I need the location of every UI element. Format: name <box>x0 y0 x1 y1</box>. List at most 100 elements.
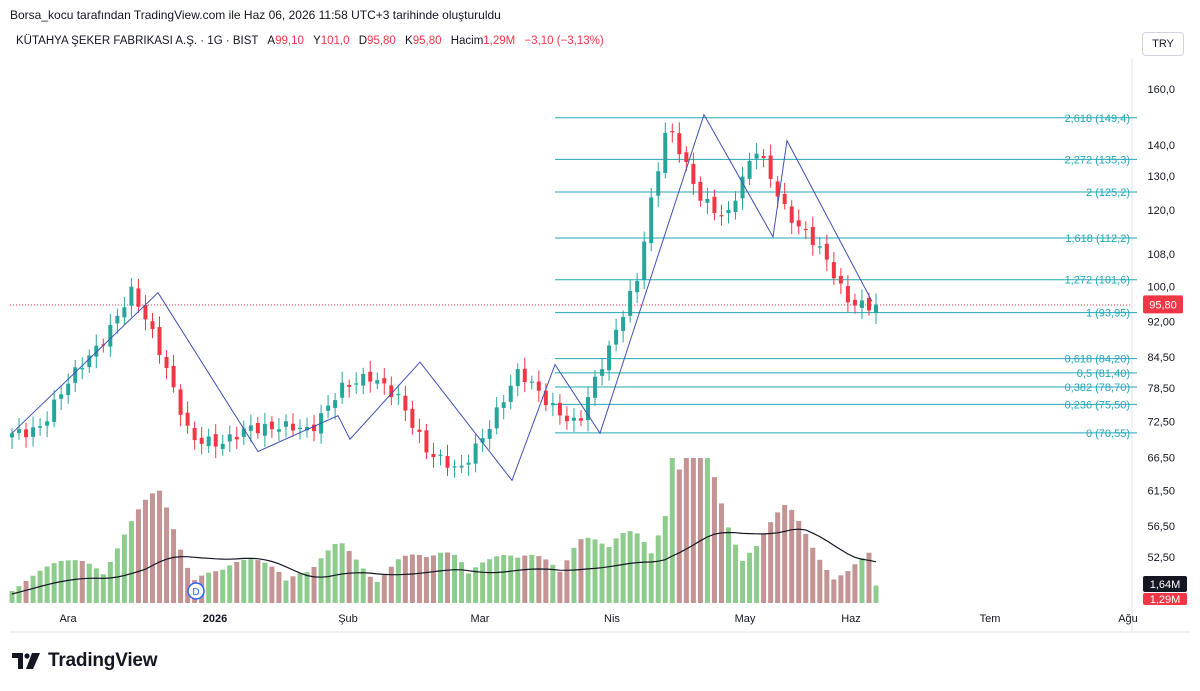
volume-bar <box>487 559 493 603</box>
volume-bar <box>536 556 542 603</box>
candle-body <box>206 436 211 447</box>
time-tick-label: Nis <box>604 613 620 625</box>
zigzag-line[interactable] <box>11 113 873 482</box>
volume-bar <box>255 560 261 603</box>
volume-bar <box>290 576 296 603</box>
candle-body <box>94 345 99 357</box>
candle-body <box>600 369 605 376</box>
attribution-text: Borsa_kocu tarafından TradingView.com il… <box>10 8 501 22</box>
candle-body <box>347 384 352 387</box>
time-tick-label: 2026 <box>203 613 227 625</box>
volume-bar <box>206 572 212 603</box>
candle-body <box>150 321 155 329</box>
candle-body <box>431 453 436 458</box>
volume-bar <box>810 547 816 603</box>
fibonacci-extension[interactable]: 2,618 (149,4) 2,272 (135,3) 2 (125,2) 1,618… <box>555 113 1137 440</box>
candle-body <box>480 438 485 443</box>
price-tick-label: 52,50 <box>1147 552 1175 564</box>
volume-bar <box>817 559 823 603</box>
candle-body <box>305 427 310 431</box>
candle-body <box>417 429 422 432</box>
volume-bar <box>283 580 289 603</box>
candle-body <box>642 241 647 280</box>
candle-body <box>52 399 57 422</box>
tradingview-logo-icon <box>12 653 40 669</box>
candle-body <box>866 298 871 311</box>
volume-bar <box>845 571 851 603</box>
volume-bar <box>466 573 472 603</box>
candle-body <box>227 434 232 442</box>
candle-body <box>628 290 633 316</box>
candle-body <box>276 429 281 432</box>
candle-body <box>845 285 850 303</box>
candle-body <box>382 378 387 384</box>
volume-bar <box>718 503 724 603</box>
candle-body <box>796 220 801 227</box>
candle-body <box>59 394 64 399</box>
price-tick-label: 108,0 <box>1147 249 1175 261</box>
volume-bar <box>782 504 788 603</box>
candle-body <box>726 209 731 214</box>
candle-body <box>557 402 562 416</box>
volume-bar <box>409 554 415 603</box>
symbol-legend: KÜTAHYA ŞEKER FABRIKASI A.Ş. · 1G · BIST… <box>16 35 604 47</box>
candle-body <box>761 155 766 159</box>
volume-bar <box>754 546 760 603</box>
volume-bar <box>761 533 767 603</box>
candle-body <box>614 329 619 345</box>
fib-level-label: 0,382 (78,70) <box>1065 382 1130 394</box>
volume-bar <box>157 490 163 603</box>
candle-body <box>73 367 78 383</box>
volume-bar <box>452 554 458 603</box>
candle-body <box>403 395 408 411</box>
candle-body <box>438 454 443 456</box>
volume-bar <box>241 559 247 603</box>
volume-bar <box>669 458 675 603</box>
price-tick-label: 78,50 <box>1147 383 1175 395</box>
fib-level-label: 1 (93,95) <box>1086 308 1130 320</box>
price-tick-label: 56,50 <box>1147 521 1175 533</box>
volume-bar <box>297 573 303 603</box>
candle-body <box>45 421 50 426</box>
price-axis[interactable]: 160,0 140,0 130,0 120,0 108,0 100,0 92,00 84,50… <box>1143 84 1187 606</box>
volume-bar <box>655 535 661 603</box>
volume-bar <box>522 555 528 603</box>
time-tick-label: May <box>735 613 756 625</box>
open-value: 99,10 <box>275 35 304 47</box>
candle-body <box>185 412 190 426</box>
currency-button[interactable]: TRY <box>1142 32 1184 56</box>
candle-body <box>312 424 317 432</box>
volume-bar <box>402 555 408 603</box>
symbol-name[interactable]: KÜTAHYA ŞEKER FABRIKASI A.Ş. · 1G · BIST <box>16 35 259 47</box>
volume-bar <box>606 546 612 603</box>
candle-body <box>298 427 302 430</box>
candle-body <box>290 423 295 431</box>
candle-body <box>698 181 703 201</box>
time-tick-label: Ara <box>59 613 77 625</box>
candle-body <box>129 286 134 306</box>
price-tick-label: 61,50 <box>1147 486 1175 498</box>
price-tick-label: 100,0 <box>1147 281 1175 293</box>
dividend-marker-label: D <box>192 587 199 598</box>
volume-bar <box>220 569 226 603</box>
candle-body <box>733 200 738 213</box>
volume-bar <box>634 533 640 603</box>
tradingview-logo[interactable]: TradingView <box>12 650 158 672</box>
volume-bar <box>30 575 36 603</box>
brand-name: TradingView <box>48 650 158 671</box>
candle-body <box>824 243 829 260</box>
candle-body <box>234 436 239 440</box>
candle-body <box>192 427 197 441</box>
candle-body <box>852 299 857 306</box>
candle-body <box>635 280 640 293</box>
volume-bar <box>360 568 366 603</box>
volume-bar <box>72 560 78 603</box>
dividend-marker-icon <box>187 582 205 600</box>
time-axis[interactable]: Ara 2026 Şub Mar Nis May Haz Tem Ağu <box>59 613 1137 625</box>
volume-bar <box>86 563 92 603</box>
candle-body <box>171 365 176 388</box>
volume-bar <box>248 559 254 603</box>
candle-body <box>122 307 127 318</box>
candle-body <box>178 389 183 415</box>
